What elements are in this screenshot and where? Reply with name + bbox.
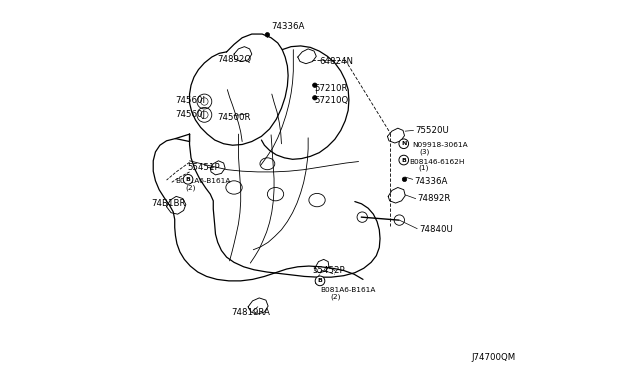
Text: B08146-6162H: B08146-6162H [410,158,465,164]
Text: 75520U: 75520U [415,126,449,135]
Text: 74892R: 74892R [417,194,451,203]
Circle shape [183,174,193,184]
Text: 74B1BR: 74B1BR [152,199,186,208]
Text: 74892Q: 74892Q [217,55,251,64]
Text: 64824N: 64824N [319,57,353,66]
Circle shape [315,276,325,286]
Text: 57210R: 57210R [314,84,348,93]
Text: (2): (2) [185,184,196,191]
Circle shape [399,155,408,165]
Circle shape [312,96,317,100]
Text: B081A6-B161A: B081A6-B161A [175,178,231,184]
Circle shape [312,83,317,87]
Text: J74700QM: J74700QM [471,353,515,362]
Circle shape [403,177,407,182]
Text: B081A6-B161A: B081A6-B161A [321,287,376,293]
Text: B: B [317,278,323,283]
Text: 74840U: 74840U [419,225,453,234]
Text: 55452P: 55452P [312,266,345,275]
Text: 74336A: 74336A [271,22,305,31]
Text: N09918-3061A: N09918-3061A [412,142,468,148]
Text: 74819RA: 74819RA [231,308,270,317]
Text: (2): (2) [330,293,341,300]
Circle shape [265,33,269,37]
Text: 74500R: 74500R [217,113,250,122]
Text: 57210Q: 57210Q [314,96,348,105]
Text: B: B [401,158,406,163]
Text: 55451P: 55451P [188,163,220,172]
Text: (1): (1) [418,165,429,171]
Text: 74560I: 74560I [175,96,205,105]
Text: 74560J: 74560J [175,110,205,119]
Text: (3): (3) [419,149,429,155]
Text: 74336A: 74336A [414,177,447,186]
Text: B: B [186,177,191,182]
Circle shape [399,139,408,148]
Text: N: N [401,141,406,146]
